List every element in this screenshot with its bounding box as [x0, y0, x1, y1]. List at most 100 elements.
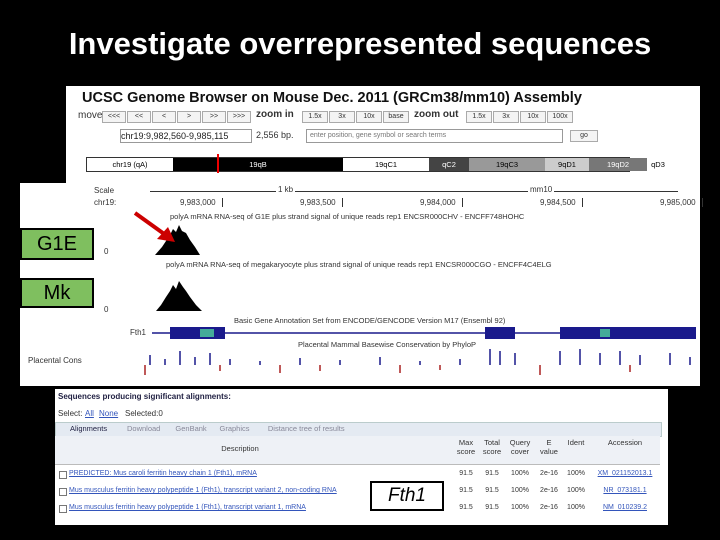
- g1e-signal: [155, 225, 200, 255]
- move-label: move: [78, 110, 103, 121]
- toolbar-item[interactable]: Alignments: [70, 424, 108, 433]
- column-header: Total score: [482, 438, 502, 456]
- move-button[interactable]: >>: [202, 111, 226, 123]
- scale-bar-line: [150, 191, 678, 192]
- cell: 100%: [567, 470, 585, 477]
- cell: 91.5: [485, 504, 499, 511]
- description[interactable]: Mus musculus ferritin heavy polypeptide …: [69, 504, 306, 511]
- table-header: Description Max score Total score Query cov…: [55, 436, 660, 465]
- coordinate: 9,983,000: [180, 198, 216, 207]
- ideogram-band: chr19 (qA): [87, 158, 173, 171]
- description[interactable]: Mus musculus ferritin heavy polypeptide …: [69, 487, 337, 494]
- coordinate-tick: [222, 198, 223, 207]
- browser-header-panel: UCSC Genome Browser on Mouse Dec. 2011 (…: [66, 86, 700, 183]
- toolbar-item[interactable]: Graphics: [219, 424, 250, 433]
- search-placeholder: enter position, gene symbol or search te…: [310, 132, 447, 139]
- move-button[interactable]: <: [152, 111, 176, 123]
- position: chr19:9,982,560-9,985,115: [121, 131, 229, 141]
- coordinate-tick: [462, 198, 463, 207]
- gene-exon: [485, 327, 515, 339]
- cell: 91.5: [459, 504, 473, 511]
- coordinate: 9,983,500: [300, 198, 336, 207]
- column-header: Ident: [567, 438, 585, 447]
- coordinate: 9,985,000: [660, 198, 696, 207]
- cell: 100%: [567, 504, 585, 511]
- go-button[interactable]: go: [570, 130, 598, 142]
- toolbar-item[interactable]: Download: [127, 424, 161, 433]
- blast-panel: Sequences producing significant alignmen…: [55, 389, 668, 525]
- zoom-out-button[interactable]: 1.5x: [466, 111, 492, 123]
- cell: 91.5: [485, 470, 499, 477]
- cell[interactable]: NM_010239.2: [603, 504, 647, 511]
- cell: 91.5: [459, 487, 473, 494]
- zoom-in-button[interactable]: 3x: [329, 111, 355, 123]
- move-button[interactable]: >: [177, 111, 201, 123]
- column-header: E value: [540, 438, 558, 456]
- track-label: Placental Mammal Basewise Conservation b…: [298, 340, 476, 349]
- select-label: Select:: [58, 409, 83, 418]
- coordinate-tick: [702, 198, 703, 207]
- ideogram-band: 19qC1: [343, 158, 429, 171]
- column-header: Accession: [607, 438, 643, 447]
- arrow-head: [157, 227, 175, 242]
- move-button[interactable]: <<<: [102, 111, 126, 123]
- row-checkbox[interactable]: [59, 471, 67, 479]
- toolbar-item[interactable]: GenBank: [175, 424, 207, 433]
- zoom-out-label: zoom out: [414, 109, 459, 120]
- move-button[interactable]: >>>: [227, 111, 251, 123]
- cell: 2e-16: [540, 470, 558, 477]
- zoom-in-button[interactable]: 1.5x: [302, 111, 328, 123]
- ideogram-marker: [217, 154, 219, 173]
- cell[interactable]: XM_021152013.1: [597, 470, 653, 477]
- coordinate: 9,984,500: [540, 198, 576, 207]
- select-all[interactable]: All: [85, 409, 94, 418]
- gene-utr: [600, 329, 610, 337]
- blast-title: Sequences producing significant alignmen…: [58, 392, 231, 401]
- slide-title: Investigate overrepresented sequences: [68, 26, 652, 61]
- zoom-in-button[interactable]: base: [383, 111, 409, 123]
- ideogram-band: qC2: [429, 158, 469, 171]
- description[interactable]: PREDICTED: Mus caroli ferritin heavy cha…: [69, 470, 257, 477]
- chrom-label: chr19:: [94, 198, 117, 207]
- arrow-shaft: [133, 211, 169, 238]
- gene-exon: [560, 327, 696, 339]
- zoom-out-button[interactable]: 3x: [493, 111, 519, 123]
- zoom-in-button[interactable]: 10x: [356, 111, 382, 123]
- selected-count: Selected:0: [125, 409, 163, 418]
- conservation: [149, 349, 691, 365]
- column-header: Max score: [456, 438, 476, 456]
- track-label: polyA mRNA RNA-seq of G1E plus strand si…: [170, 212, 525, 221]
- row-checkbox[interactable]: [59, 505, 67, 513]
- scale-bar: 1 kb: [276, 185, 296, 194]
- g1e-callout: G1E: [20, 228, 94, 260]
- move-button[interactable]: <<: [127, 111, 151, 123]
- gene-utr: [200, 329, 214, 337]
- column-header: Description: [221, 444, 259, 453]
- search-box[interactable]: enter position, gene symbol or search te…: [306, 129, 563, 143]
- gene-exon: [170, 327, 225, 339]
- column-header: Query cover: [509, 438, 531, 456]
- gene-label: Fth1: [130, 328, 147, 337]
- cell[interactable]: NR_073181.1: [603, 487, 647, 494]
- select-none[interactable]: None: [99, 409, 119, 418]
- coordinate: 9,984,000: [420, 198, 456, 207]
- zoom-out-button[interactable]: 100x: [547, 111, 573, 123]
- ideogram-band: 9qD1: [545, 158, 589, 171]
- fth1-callout: Fth1: [370, 481, 444, 511]
- mk-signal: [156, 281, 202, 311]
- row-checkbox[interactable]: [59, 488, 67, 496]
- coordinate-tick: [582, 198, 583, 207]
- track-graphics: [133, 211, 696, 375]
- browser-title: UCSC Genome Browser on Mouse Dec. 2011 (…: [82, 90, 582, 106]
- ideogram: chr19 (qA) 19qB 19qC1 qC2 19qC3 9qD1 19qD2 qD3: [86, 157, 669, 172]
- zoom-out-button[interactable]: 10x: [520, 111, 546, 123]
- position-box[interactable]: chr19:9,982,560-9,985,115: [120, 129, 252, 143]
- cell: 100%: [511, 487, 529, 494]
- cell: 91.5: [485, 487, 499, 494]
- ideogram-band: qD3: [647, 158, 669, 171]
- toolbar-item[interactable]: Distance tree of results: [267, 424, 345, 433]
- cell: 2e-16: [540, 487, 558, 494]
- tracks-panel: Scale chr19: 1 kb mm10 polyA mRNA RNA-se…: [20, 183, 703, 386]
- cell: 2e-16: [540, 504, 558, 511]
